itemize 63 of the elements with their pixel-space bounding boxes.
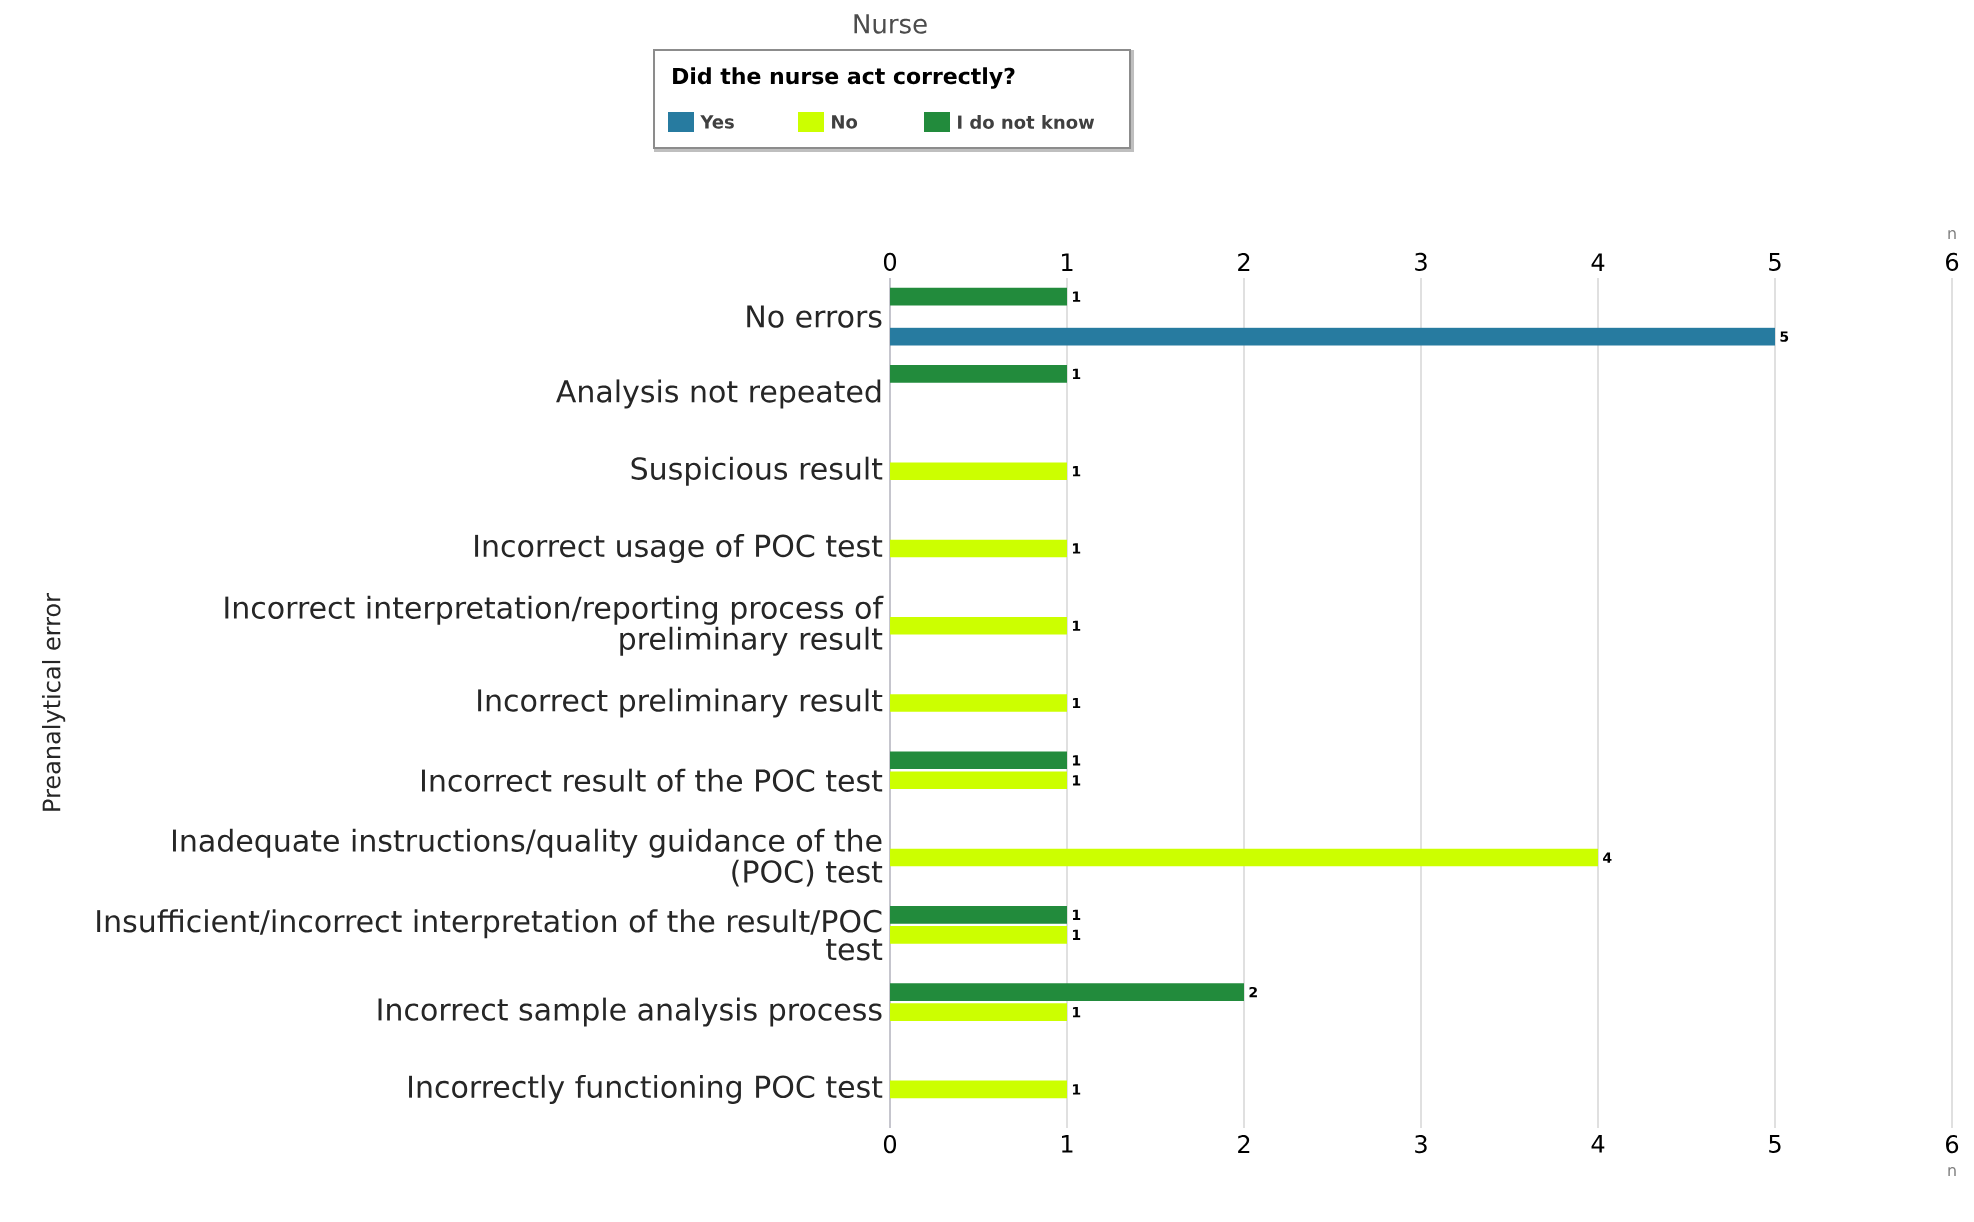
- data-label: 1: [1072, 1007, 1081, 1018]
- legend-label: Yes: [700, 115, 734, 129]
- y-tick-label: Suspicious result: [631, 456, 883, 486]
- x-tick-label: 2: [1238, 253, 1250, 271]
- data-label: 4: [1603, 852, 1612, 863]
- data-label: 1: [1072, 775, 1081, 786]
- x-tick-label: 4: [1591, 253, 1605, 271]
- bar: [890, 1003, 1067, 1021]
- data-label: 1: [1072, 543, 1081, 554]
- y-tick-label: Incorrectly functioning POC test: [409, 1074, 883, 1104]
- x-tick-label: 5: [1769, 253, 1781, 271]
- data-label: 1: [1072, 368, 1081, 380]
- bar: [890, 287, 1067, 306]
- bar: [890, 616, 1067, 635]
- x2-axis-title: n: [1948, 230, 1956, 240]
- data-label: 1: [1072, 929, 1081, 940]
- bar: [890, 848, 1599, 867]
- y-tick-label: Insufficient/incorrect interpretation of the result/POC test: [97, 909, 883, 961]
- bar: [890, 751, 1067, 770]
- bar: [890, 539, 1067, 558]
- bar: [890, 694, 1067, 712]
- y-tick-label: Incorrect preliminary result: [478, 688, 883, 718]
- bar: [890, 365, 1067, 383]
- bar: [890, 906, 1067, 924]
- bar: [890, 462, 1067, 480]
- x-tick-label: 3: [1415, 252, 1427, 271]
- data-label: 1: [1072, 1084, 1081, 1095]
- legend-label: I do not know: [958, 115, 1095, 129]
- y-tick-label: Inadequate instructions/quality guidance of the (POC) test: [172, 828, 883, 887]
- x-tick-label: 6: [1946, 252, 1959, 271]
- x2-tick-label: 6: [1946, 1135, 1959, 1154]
- y-tick-label: Analysis not repeated: [556, 379, 881, 409]
- y-tick-label: Incorrect usage of POC test: [475, 533, 883, 563]
- bar: [890, 327, 1776, 346]
- data-label: 1: [1072, 909, 1081, 920]
- bar: [890, 926, 1067, 944]
- data-label: 1: [1072, 697, 1081, 709]
- y-tick-label: No errors: [747, 305, 882, 328]
- data-label: 1: [1072, 291, 1081, 302]
- data-label: 2: [1249, 986, 1257, 998]
- x2-tick-label: 4: [1591, 1135, 1605, 1153]
- y-tick-label: Incorrect result of the POC test: [422, 768, 883, 792]
- y-tick-label: Incorrect sample analysis process: [378, 997, 882, 1027]
- x-tick-label: 0: [883, 252, 897, 271]
- y-tick-label: Incorrect interpretation/reporting process of preliminary result: [225, 595, 884, 656]
- x2-tick-label: 3: [1415, 1135, 1427, 1154]
- x2-tick-label: 5: [1769, 1135, 1781, 1153]
- x2-tick-label: 0: [883, 1135, 897, 1154]
- y-axis-title: Preanalytical error: [41, 592, 66, 811]
- x2-tick-label: 2: [1238, 1135, 1250, 1153]
- data-label: 5: [1780, 331, 1789, 342]
- bar: [890, 771, 1067, 790]
- x-axis-title: n: [1948, 1166, 1956, 1176]
- data-label: 1: [1072, 620, 1081, 631]
- bar: [890, 983, 1245, 1001]
- x2-tick-label: 1: [1062, 1135, 1073, 1153]
- chart-title: Nurse: [854, 14, 927, 34]
- x-tick-label: 1: [1062, 253, 1073, 271]
- legend-title: Did the nurse act correctly?: [673, 67, 1015, 89]
- bar: [890, 1080, 1067, 1099]
- data-label: 1: [1072, 466, 1081, 477]
- legend-label: No: [832, 115, 858, 129]
- data-label: 1: [1072, 755, 1081, 766]
